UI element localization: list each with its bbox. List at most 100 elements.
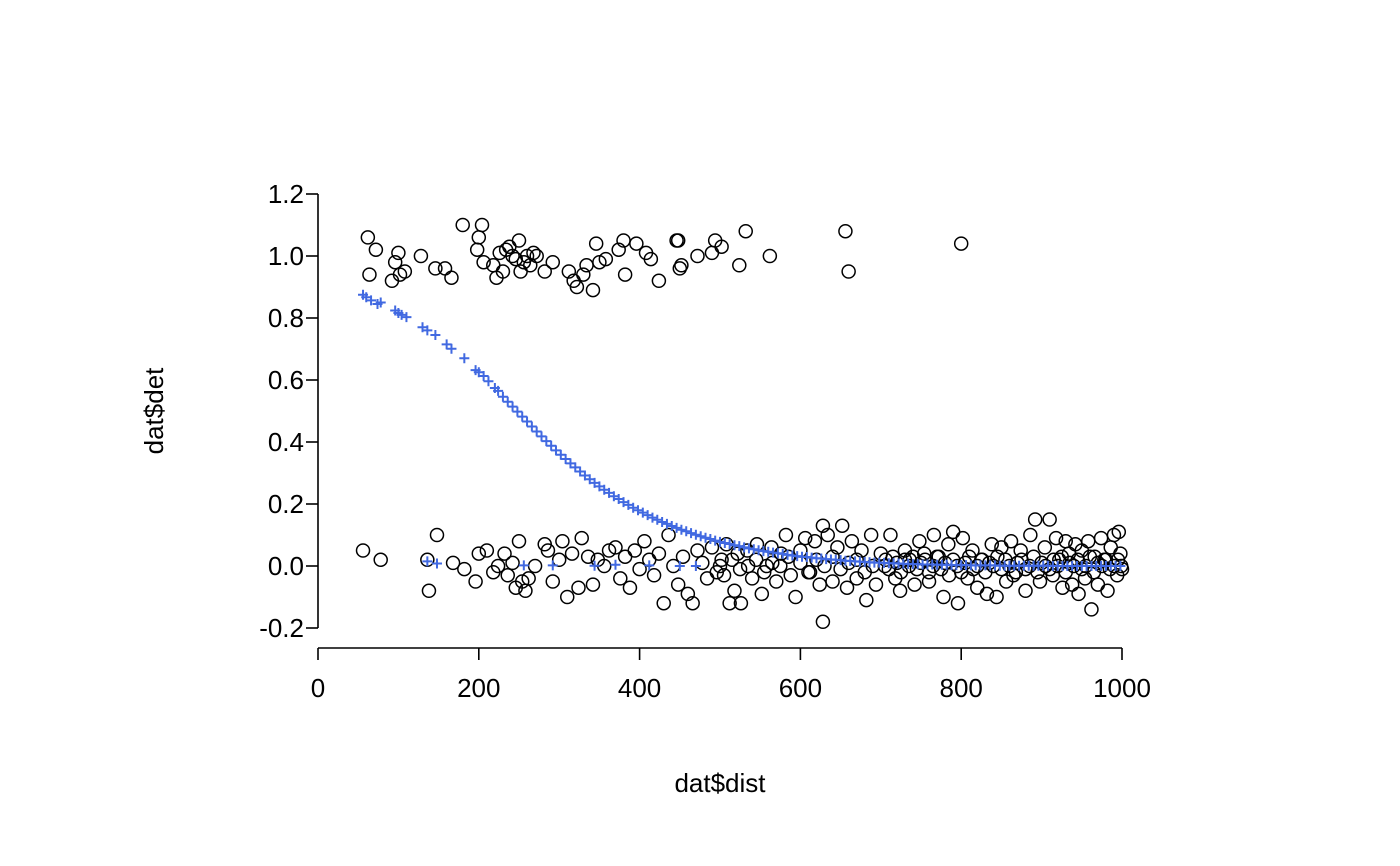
fitted-point <box>497 391 508 402</box>
observed-point <box>476 254 491 270</box>
x-tick-label: 800 <box>940 673 983 703</box>
x-tick-label: 600 <box>779 673 822 703</box>
observed-point <box>608 540 623 555</box>
observed-point <box>529 248 544 264</box>
observed-point <box>797 530 813 546</box>
observed-point <box>727 583 742 599</box>
observed-point <box>979 586 995 602</box>
observed-point <box>585 282 601 298</box>
observed-point <box>397 264 413 279</box>
fitted-point <box>610 559 621 570</box>
observed-point <box>926 527 942 543</box>
observed-point <box>627 543 643 558</box>
observed-point <box>716 568 732 583</box>
fitted-point <box>546 440 557 451</box>
observed-point <box>912 533 927 549</box>
observed-point <box>841 264 856 279</box>
fitted-point <box>644 560 655 571</box>
observed-point <box>690 248 705 264</box>
observed-point <box>1103 540 1118 555</box>
observed-point <box>373 552 388 568</box>
fitted-point <box>507 401 518 412</box>
observed-series <box>355 217 1130 630</box>
observed-point <box>690 543 705 558</box>
fitted-point <box>589 560 600 571</box>
fitted-point <box>478 370 489 381</box>
observed-point <box>825 574 840 589</box>
observed-point <box>490 558 506 574</box>
observed-point <box>651 546 667 561</box>
fitted-point <box>681 526 692 537</box>
observed-point <box>989 589 1004 605</box>
observed-point <box>580 549 596 564</box>
observed-point <box>704 245 720 261</box>
fitted-point <box>705 534 716 545</box>
observed-point <box>859 592 874 608</box>
observed-point <box>769 574 784 589</box>
fitted-point <box>396 309 407 320</box>
observed-point <box>1032 574 1048 589</box>
observed-point <box>1084 602 1099 617</box>
observed-point <box>953 236 969 251</box>
fitted-point <box>459 353 470 364</box>
observed-point <box>508 251 524 267</box>
y-axis-ticks: -0.2 0.0 0.2 0.4 0.6 0.8 1.0 1.2 <box>259 179 318 643</box>
observed-point <box>569 279 585 295</box>
fitted-point <box>715 536 725 547</box>
fitted-point <box>375 297 386 308</box>
observed-point <box>1042 512 1057 527</box>
fitted-point <box>531 426 542 437</box>
observed-point <box>1018 583 1033 599</box>
fitted-point <box>686 528 697 539</box>
observed-point <box>437 261 453 276</box>
observed-point <box>545 574 561 589</box>
observed-point <box>617 267 633 282</box>
axes-layer: -0.2 0.0 0.2 0.4 0.6 0.8 1.0 1.2 0 200 400 600 800 1… <box>259 179 1151 703</box>
observed-point <box>733 595 749 611</box>
fitted-point <box>661 518 672 529</box>
observed-point <box>815 518 831 533</box>
observed-point <box>756 564 772 580</box>
fitted-point <box>652 514 663 525</box>
observed-point <box>571 580 586 595</box>
observed-point <box>815 614 831 630</box>
observed-point <box>598 251 614 267</box>
fitted-point <box>550 445 561 456</box>
fitted-point <box>547 560 558 571</box>
fitted-point <box>441 339 452 350</box>
observed-point <box>387 254 403 270</box>
observed-point <box>955 530 971 546</box>
y-tick-label: 0.6 <box>268 365 304 395</box>
fitted-point <box>522 416 533 427</box>
fitted-point <box>422 556 433 567</box>
observed-point <box>637 533 652 549</box>
observed-point <box>617 549 633 564</box>
observed-point <box>970 580 985 595</box>
observed-point <box>368 242 384 258</box>
observed-point <box>778 527 794 543</box>
observed-point <box>355 543 371 558</box>
observed-point <box>788 589 803 605</box>
observed-point <box>732 561 748 577</box>
fitted-point <box>690 529 701 540</box>
fitted-point <box>666 521 677 532</box>
observed-point <box>685 595 700 611</box>
observed-point <box>762 248 778 264</box>
observed-point <box>514 574 530 589</box>
observed-point <box>704 540 720 555</box>
observed-point <box>445 555 461 571</box>
fitted-point <box>401 312 412 323</box>
observed-point <box>661 527 676 543</box>
observed-point <box>838 223 853 239</box>
observed-point <box>474 217 490 233</box>
observed-point <box>643 251 659 267</box>
x-axis-ticks: 0 200 400 600 800 1000 <box>311 648 1151 703</box>
observed-point <box>421 583 437 599</box>
observed-point <box>921 574 937 589</box>
observed-point <box>495 264 511 279</box>
observed-point <box>468 574 483 589</box>
observed-point <box>1106 527 1122 543</box>
fitted-point <box>536 431 547 442</box>
y-tick-label: 1.2 <box>268 179 304 209</box>
fitted-point <box>541 436 552 447</box>
